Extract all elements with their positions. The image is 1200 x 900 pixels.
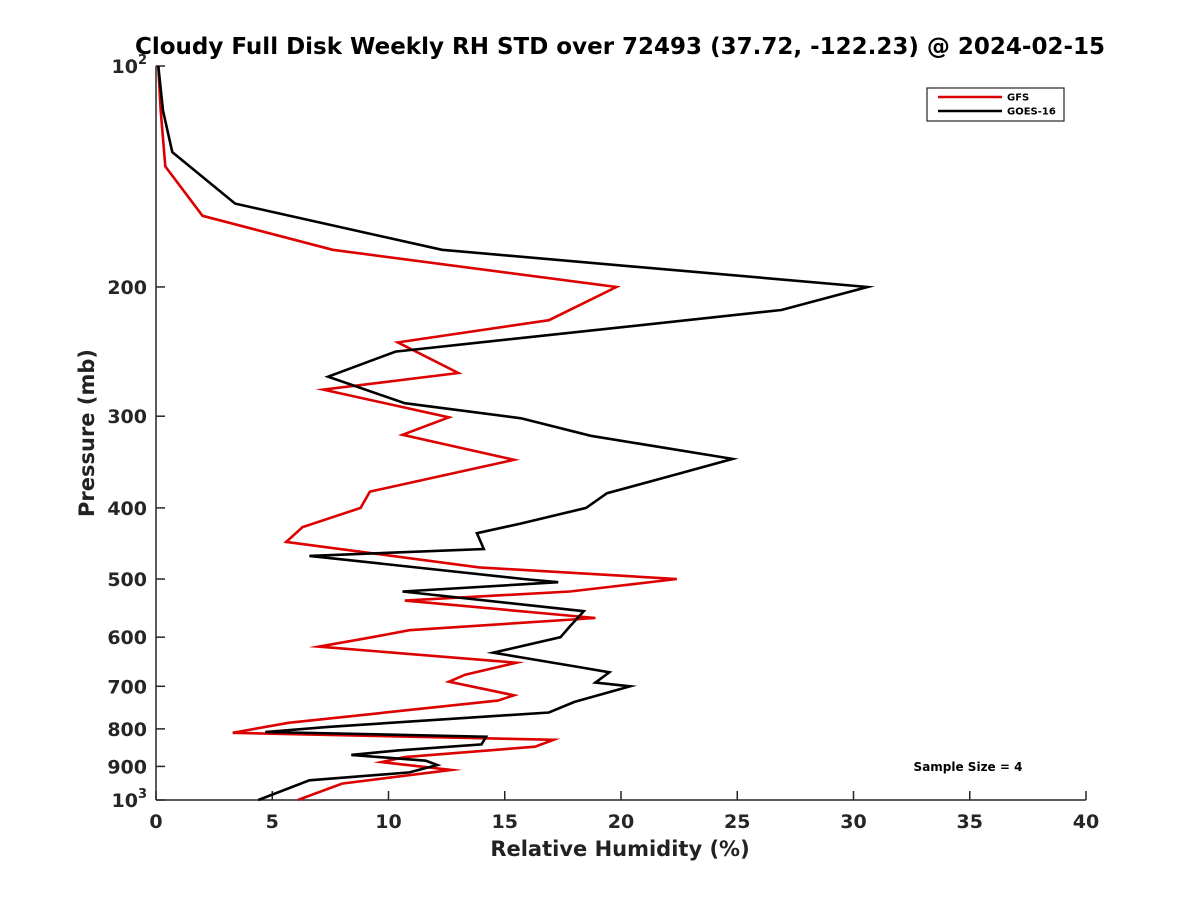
series-lines [157, 65, 875, 802]
y-tick-base: 10 [112, 56, 138, 78]
legend: GFS GOES-16 [926, 87, 1065, 122]
y-tick-label: 400 [107, 498, 147, 520]
y-tick-label: 300 [107, 406, 147, 428]
series-line-goes-16 [157, 65, 875, 802]
x-tick-label: 35 [957, 811, 983, 833]
x-tick-label: 25 [724, 811, 750, 833]
y-tick-exponent: 2 [138, 53, 147, 68]
x-tick-label: 20 [608, 811, 634, 833]
x-tick-label: 10 [375, 811, 401, 833]
sample-size-annotation: Sample Size = 4 [914, 760, 1023, 774]
y-tick-label: 900 [107, 756, 147, 778]
y-tick-label: 500 [107, 569, 147, 591]
y-tick-exponent: 3 [138, 787, 147, 802]
legend-box [926, 87, 1065, 122]
y-axis-label: Pressure (mb) [75, 349, 99, 517]
x-tick-label: 40 [1073, 811, 1099, 833]
y-tick-label: 800 [107, 719, 147, 741]
x-tick-label: 0 [149, 811, 162, 833]
x-tick-label: 30 [840, 811, 866, 833]
y-tick-label: 600 [107, 627, 147, 649]
y-tick-base: 10 [112, 790, 138, 812]
x-axis-label: Relative Humidity (%) [490, 837, 749, 861]
legend-label: GFS [1007, 93, 1029, 104]
chart-title: Cloudy Full Disk Weekly RH STD over 7249… [135, 34, 1105, 60]
x-tick-label: 5 [266, 811, 279, 833]
y-tick-label: 700 [107, 676, 147, 698]
series-line-gfs [157, 65, 677, 802]
y-tick-label: 102 [112, 53, 148, 78]
x-axis-ticks: 0 5 10 15 20 25 30 35 40 [149, 791, 1099, 833]
legend-label: GOES-16 [1007, 107, 1056, 118]
x-tick-label: 15 [492, 811, 518, 833]
y-tick-label: 200 [107, 277, 147, 299]
y-tick-label: 103 [112, 787, 148, 812]
